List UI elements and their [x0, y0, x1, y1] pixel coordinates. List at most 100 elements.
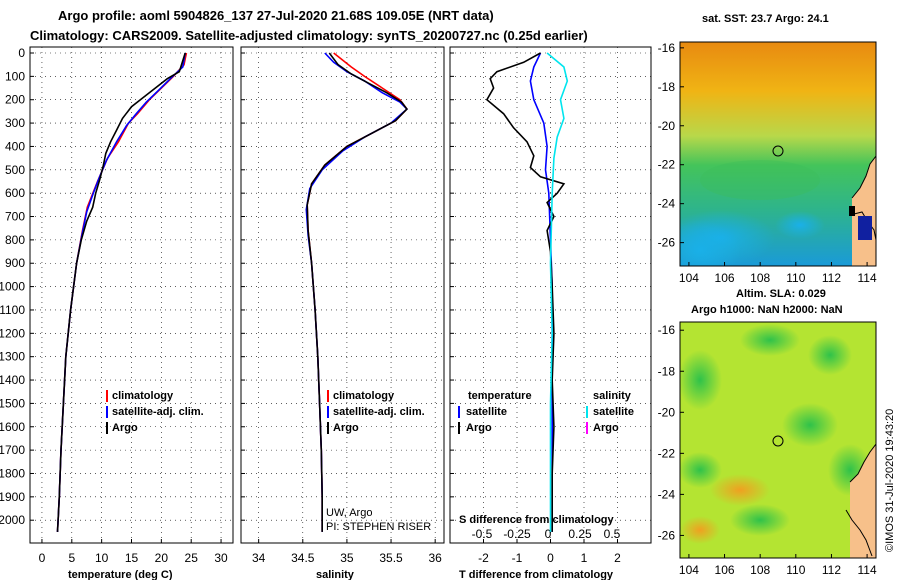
- depth-tick-label: 700: [5, 210, 25, 224]
- legend-satellite-adj: satellite-adj. clim.: [333, 406, 425, 418]
- map-lat-label: -22: [658, 158, 676, 172]
- legend-salinity-title: salinity: [593, 390, 632, 402]
- map-lon-label: 110: [786, 271, 805, 285]
- depth-tick-label: 100: [5, 69, 25, 83]
- sst-map-frame: [679, 41, 877, 267]
- x-tick-label: -2: [478, 551, 489, 565]
- series-line-argo-t: [485, 52, 566, 532]
- depth-tick-label: 400: [5, 139, 25, 153]
- x-axes: 0 5 10 15 20 25 30 34 34.5 35 35.5 36 -2 -1 0 1 2 -0.5 -0.…: [39, 527, 622, 565]
- map-lat-label: -16: [658, 41, 676, 55]
- sst-map: [680, 42, 876, 266]
- depth-tick-label: 0: [18, 46, 25, 60]
- credit-line-1: UW, Argo: [326, 507, 372, 519]
- x-tick-label: 34: [252, 551, 266, 565]
- depth-tick-label: 1600: [0, 420, 25, 434]
- s-diff-tick-label: -0.5: [472, 527, 493, 541]
- depth-tick-label: 1700: [0, 443, 25, 457]
- series-line-satellite-s: [546, 52, 569, 532]
- depth-tick-label: 500: [5, 163, 25, 177]
- x-tick-label: 30: [214, 551, 228, 565]
- header-line-2: Climatology: CARS2009. Satellite-adjuste…: [30, 28, 588, 43]
- series-line-argo: [56, 52, 186, 532]
- depth-tick-label: 800: [5, 233, 25, 247]
- map-lat-label: -18: [658, 364, 676, 378]
- legend-climatology: climatology: [333, 390, 395, 402]
- s-diff-tick-label: -0.25: [503, 527, 531, 541]
- legend-argo-t: Argo: [466, 422, 492, 434]
- map-lon-label: 114: [858, 563, 877, 577]
- temperature-axis-label: temperature (deg C): [68, 569, 173, 580]
- map-lon-label: 104: [679, 563, 699, 577]
- depth-tick-label: 600: [5, 186, 25, 200]
- s-diff-tick-label: 0.5: [604, 527, 621, 541]
- temperature-legend: climatology satellite-adj. clim. Argo: [106, 390, 204, 434]
- profile-curves: [56, 52, 569, 532]
- map-lon-label: 110: [786, 563, 805, 577]
- map-lat-label: -20: [658, 119, 676, 133]
- sst-map-title: sat. SST: 23.7 Argo: 24.1: [702, 13, 829, 25]
- map-lon-label: 106: [715, 563, 735, 577]
- sla-map: [680, 322, 876, 558]
- depth-tick-label: 1000: [0, 280, 25, 294]
- legend-argo: Argo: [112, 422, 138, 434]
- map-lon-label: 108: [750, 271, 770, 285]
- series-line-satellite-t: [529, 52, 553, 532]
- x-tick-label: 5: [68, 551, 75, 565]
- legend-temperature-title: temperature: [468, 390, 532, 402]
- s-difference-axis-label: S difference from climatology: [459, 514, 615, 526]
- map-lon-label: 112: [822, 563, 841, 577]
- x-tick-label: 34.5: [291, 551, 315, 565]
- series-line-argo: [306, 52, 408, 532]
- sla-map-axes: 104 106 108 110 112 114 -16 -18 -20 -22 -24 -26: [658, 323, 877, 577]
- map-lat-label: -16: [658, 323, 676, 337]
- legend-satellite-s: satellite: [593, 406, 634, 418]
- x-tick-label: 10: [95, 551, 109, 565]
- sst-map-axes: 104 106 108 110 112 114 -16 -18 -20 -22 -24 -26: [658, 41, 877, 285]
- credit-line-2: PI: STEPHEN RISER: [326, 521, 431, 533]
- depth-tick-label: 300: [5, 116, 25, 130]
- x-tick-label: 0: [547, 551, 554, 565]
- sla-map-frame: [679, 321, 877, 559]
- legend-argo: Argo: [333, 422, 359, 434]
- s-diff-tick-label: 0.25: [568, 527, 592, 541]
- x-tick-label: 35: [340, 551, 354, 565]
- depth-tick-label: 200: [5, 93, 25, 107]
- map-lat-label: -24: [658, 197, 676, 211]
- map-lon-label: 104: [679, 271, 699, 285]
- legend-argo-s: Argo: [593, 422, 619, 434]
- imos-credit: ©IMOS 31-Jul-2020 19:43:20: [884, 409, 896, 552]
- depth-tick-label: 1300: [0, 350, 25, 364]
- x-tick-label: 25: [185, 551, 199, 565]
- series-line-satellite-adj-clim-: [56, 52, 186, 532]
- depth-axis: 0 100 200 300 400 500 600 700 800 900 1000 1100 1200…: [0, 46, 454, 527]
- x-tick-label: 2: [614, 551, 621, 565]
- map-lat-label: -18: [658, 80, 676, 94]
- salinity-panel-frame: [240, 46, 445, 544]
- t-difference-axis-label: T difference from climatology: [459, 569, 614, 580]
- salinity-legend: climatology satellite-adj. clim. Argo UW…: [326, 390, 431, 533]
- map-lon-label: 114: [858, 271, 877, 285]
- map-lon-label: 108: [750, 563, 770, 577]
- depth-tick-label: 1800: [0, 466, 25, 480]
- map-lat-label: -26: [658, 528, 676, 542]
- x-tick-label: -1: [512, 551, 523, 565]
- series-line-climatology: [56, 52, 188, 532]
- x-tick-label: 0: [39, 551, 46, 565]
- map-lat-label: -22: [658, 446, 676, 460]
- depth-tick-label: 2000: [0, 513, 25, 527]
- header-line-1: Argo profile: aoml 5904826_137 27-Jul-20…: [58, 8, 494, 23]
- depth-tick-label: 1100: [0, 303, 25, 317]
- map-lon-label: 106: [715, 271, 735, 285]
- depth-tick-label: 1900: [0, 490, 25, 504]
- legend-climatology: climatology: [112, 390, 174, 402]
- x-tick-label: 36: [428, 551, 442, 565]
- x-tick-label: 15: [125, 551, 139, 565]
- depth-tick-label: 1200: [0, 326, 25, 340]
- s-diff-tick-label: 0: [545, 527, 552, 541]
- legend-satellite-adj: satellite-adj. clim.: [112, 406, 204, 418]
- sla-profile-marker: [772, 435, 784, 447]
- x-tick-label: 1: [581, 551, 588, 565]
- legend-satellite-t: satellite: [466, 406, 507, 418]
- sla-map-title-2: Argo h1000: NaN h2000: NaN: [691, 304, 843, 316]
